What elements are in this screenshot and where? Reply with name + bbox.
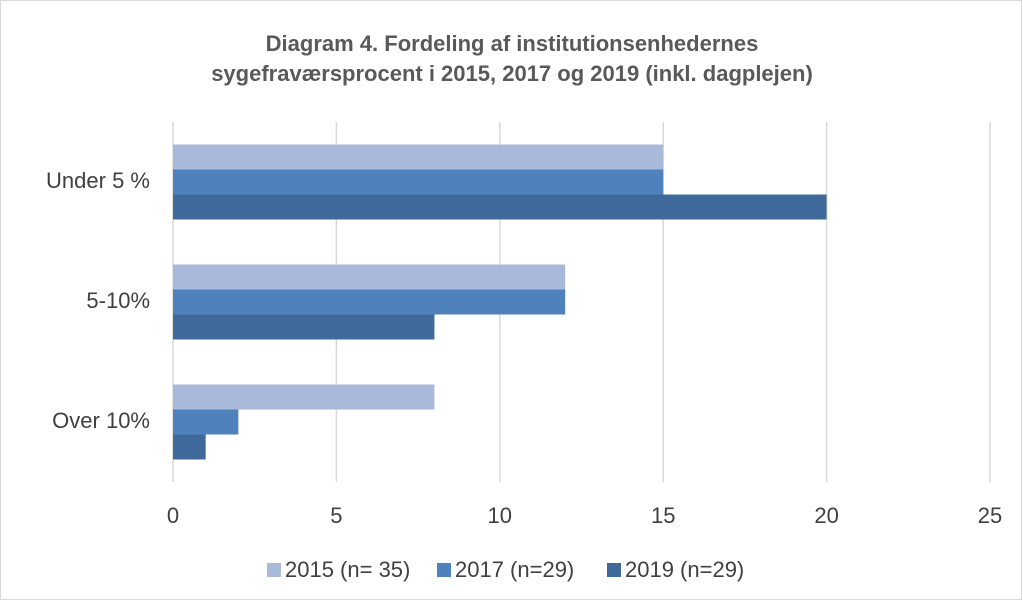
bar xyxy=(173,144,664,170)
x-tick-label: 5 xyxy=(330,503,342,528)
x-tick-label: 25 xyxy=(978,503,1002,528)
bar xyxy=(173,314,435,340)
bar xyxy=(173,194,827,220)
legend-swatch xyxy=(267,563,281,577)
bar xyxy=(173,384,435,410)
bar xyxy=(173,289,566,315)
legend-label: 2019 (n=29) xyxy=(625,557,744,582)
y-tick-label: Over 10% xyxy=(52,408,150,433)
x-tick-label: 10 xyxy=(488,503,512,528)
legend-label: 2017 (n=29) xyxy=(455,557,574,582)
bar xyxy=(173,264,566,290)
bar xyxy=(173,169,664,195)
legend-swatch xyxy=(437,563,451,577)
chart-title: sygefraværsprocent i 2015, 2017 og 2019 … xyxy=(211,61,813,86)
legend-swatch xyxy=(607,563,621,577)
x-tick-label: 15 xyxy=(651,503,675,528)
legend-label: 2015 (n= 35) xyxy=(285,557,410,582)
chart-title: Diagram 4. Fordeling af institutionsenhe… xyxy=(266,31,759,56)
y-tick-label: Under 5 % xyxy=(46,168,150,193)
y-tick-label: 5-10% xyxy=(86,288,150,313)
bar xyxy=(173,434,206,460)
x-tick-label: 20 xyxy=(814,503,838,528)
x-tick-label: 0 xyxy=(167,503,179,528)
bar xyxy=(173,409,239,435)
